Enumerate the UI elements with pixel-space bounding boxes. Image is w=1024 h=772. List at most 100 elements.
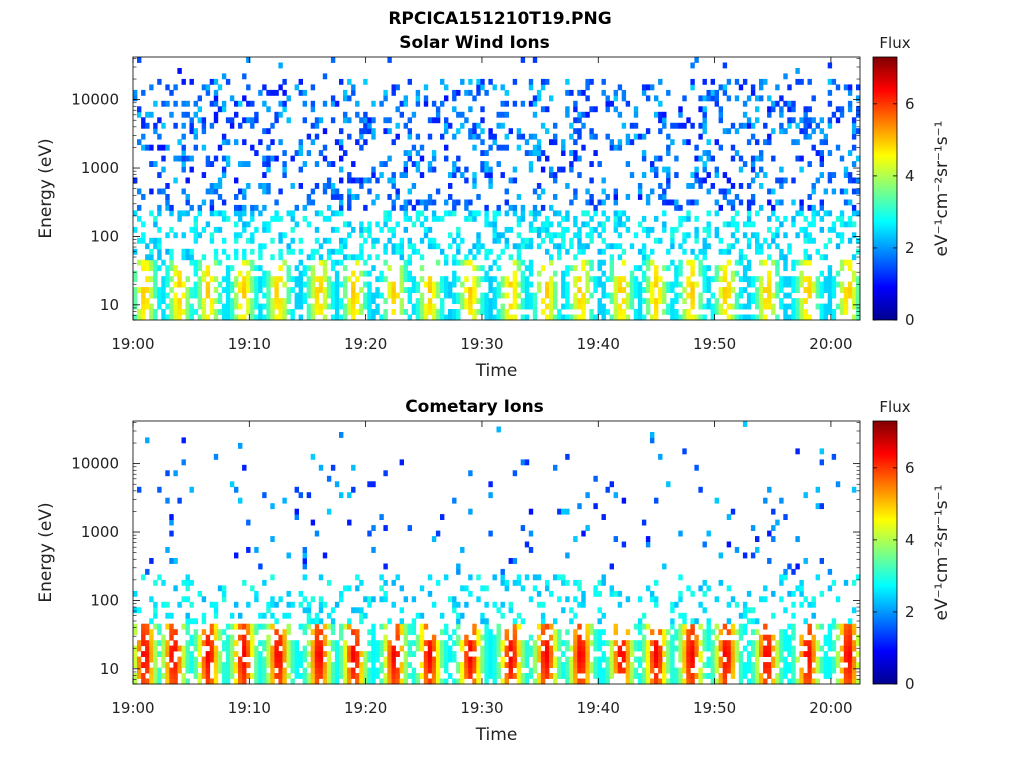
spectrogram-cell	[197, 645, 202, 652]
spectrogram-cell	[133, 226, 138, 233]
spectrogram-cell	[553, 210, 558, 217]
spectrogram-cell	[298, 662, 303, 668]
spectrogram-cell	[851, 144, 857, 151]
spectrogram-cell	[803, 237, 808, 244]
spectrogram-cell	[379, 100, 384, 107]
spectrogram-cell	[157, 226, 162, 233]
spectrogram-cell	[851, 287, 857, 293]
spectrogram-cell	[545, 215, 550, 222]
spectrogram-cell	[258, 248, 263, 255]
spectrogram-cell	[662, 111, 667, 118]
spectrogram-cell	[791, 221, 796, 228]
spectrogram-cell	[456, 232, 461, 239]
spectrogram-cell	[702, 166, 707, 173]
spectrogram-cell	[387, 640, 392, 647]
spectrogram-cell	[334, 259, 340, 266]
spectrogram-cell	[250, 309, 255, 315]
spectrogram-cell	[294, 514, 299, 520]
spectrogram-cell	[633, 645, 639, 652]
spectrogram-cell	[637, 629, 643, 636]
spectrogram-cell	[585, 640, 590, 647]
spectrogram-cell	[444, 678, 449, 685]
spectrogram-cell	[823, 656, 828, 663]
spectrogram-cell	[399, 276, 404, 283]
spectrogram-cell	[698, 177, 703, 184]
spectrogram-cell	[613, 226, 618, 233]
spectrogram-cell	[831, 221, 837, 228]
spectrogram-cell	[351, 292, 356, 299]
spectrogram-cell	[294, 276, 299, 283]
spectrogram-cell	[225, 287, 231, 293]
spectrogram-cell	[686, 292, 691, 299]
spectrogram-cell	[181, 122, 186, 129]
spectrogram-cell	[791, 667, 796, 674]
spectrogram-cell	[246, 84, 251, 91]
spectrogram-cell	[504, 199, 509, 206]
spectrogram-cell	[585, 623, 590, 630]
spectrogram-cell	[476, 232, 481, 239]
spectrogram-cell	[169, 645, 174, 652]
spectrogram-cell	[452, 656, 457, 663]
spectrogram-cell	[650, 437, 655, 444]
spectrogram-cell	[286, 651, 291, 657]
spectrogram-cell	[363, 656, 368, 663]
spectrogram-cell	[755, 298, 760, 304]
spectrogram-cell	[242, 248, 247, 255]
spectrogram-cell	[476, 78, 481, 85]
spectrogram-cell	[294, 640, 299, 647]
spectrogram-cell	[565, 106, 570, 113]
spectrogram-cell	[145, 645, 150, 652]
spectrogram-cell	[343, 287, 348, 293]
spectrogram-cell	[686, 232, 691, 239]
spectrogram-cell	[750, 177, 756, 184]
spectrogram-cell	[831, 640, 837, 647]
spectrogram-cell	[431, 303, 437, 310]
spectrogram-cell	[819, 287, 824, 293]
spectrogram-cell	[238, 161, 243, 167]
spectrogram-cell	[343, 651, 348, 657]
spectrogram-cell	[520, 287, 526, 293]
spectrogram-cell	[775, 314, 780, 321]
spectrogram-cell	[488, 128, 493, 135]
spectrogram-cell	[815, 662, 820, 668]
spectrogram-cell	[318, 601, 324, 608]
spectrogram-cell	[775, 84, 780, 91]
spectrogram-cell	[690, 645, 695, 652]
spectrogram-cell	[314, 662, 320, 668]
spectrogram-cell	[387, 656, 392, 663]
spectrogram-cell	[330, 673, 336, 679]
spectrogram-cell	[565, 656, 570, 663]
spectrogram-cell	[225, 270, 231, 277]
spectrogram-cell	[775, 287, 780, 293]
spectrogram-cell	[827, 150, 833, 156]
spectrogram-cell	[565, 629, 570, 636]
spectrogram-cell	[690, 84, 695, 91]
spectrogram-cell	[484, 276, 489, 283]
spectrogram-cell	[791, 215, 796, 222]
spectrogram-cell	[334, 656, 340, 663]
spectrogram-cell	[783, 667, 788, 674]
spectrogram-cell	[242, 673, 247, 679]
spectrogram-cell	[149, 265, 154, 272]
spectrogram-cell	[213, 78, 219, 85]
spectrogram-cell	[339, 237, 344, 244]
spectrogram-cell	[851, 673, 857, 679]
spectrogram-cell	[274, 111, 279, 118]
spectrogram-cell	[185, 199, 190, 206]
spectrogram-cell	[440, 645, 445, 652]
spectrogram-cell	[783, 634, 788, 641]
spectrogram-cell	[746, 281, 752, 288]
spectrogram-cell	[827, 298, 833, 304]
spectrogram-cell	[242, 667, 247, 674]
spectrogram-cell	[326, 623, 332, 630]
spectrogram-cell	[492, 298, 497, 304]
spectrogram-cell	[189, 601, 194, 608]
spectrogram-cell	[242, 579, 247, 586]
spectrogram-cell	[452, 172, 457, 178]
spectrogram-cell	[545, 623, 550, 630]
spectrogram-cell	[771, 188, 776, 195]
spectrogram-cell	[690, 172, 695, 178]
spectrogram-cell	[779, 497, 784, 504]
spectrogram-cell	[448, 645, 453, 652]
spectrogram-cell	[698, 656, 703, 663]
